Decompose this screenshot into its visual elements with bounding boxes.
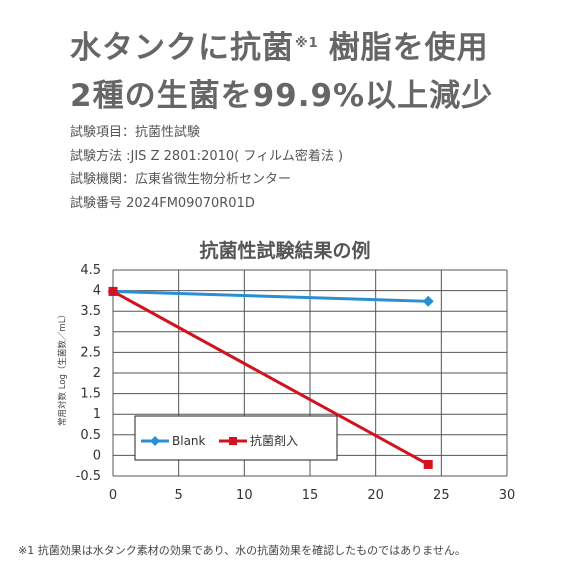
data-point-antibacterial <box>423 459 433 469</box>
series-line-antibacterial <box>112 290 429 466</box>
y-tick-label: 3.5 <box>80 304 101 319</box>
headline-rest: 樹脂を使用 <box>328 30 489 66</box>
y-tick-label: 2.5 <box>80 345 101 360</box>
headline-main: 水タンクに抗菌 <box>70 30 294 66</box>
y-tick-label: -0.5 <box>76 469 101 484</box>
data-point-blank <box>422 295 434 307</box>
y-tick-label: 0.5 <box>80 428 101 443</box>
headline-line-1: 水タンクに抗菌※1 樹脂を使用 <box>70 22 489 67</box>
data-point-antibacterial <box>108 286 118 296</box>
x-tick-label: 15 <box>302 488 319 503</box>
footnote: ※1 抗菌効果は水タンク素材の効果であり、水の抗菌効果を確認したものではありませ… <box>18 544 466 557</box>
y-tick-label: 0 <box>93 448 101 463</box>
headline-line-2: 2種の生菌を99.9%以上減少 <box>70 78 494 114</box>
y-tick-label: 4 <box>93 284 101 299</box>
y-tick-label: 1.5 <box>80 387 101 402</box>
y-tick-label: 3 <box>93 325 101 340</box>
spec-test-institution: 試験機関：広東省微生物分析センター <box>70 172 292 187</box>
y-tick-label: 4.5 <box>80 263 101 278</box>
chart-title: 抗菌性試験結果の例 <box>199 240 371 262</box>
x-tick-label: 30 <box>499 488 516 503</box>
x-tick-label: 25 <box>433 488 450 503</box>
spec-test-method: 試験方法 :JIS Z 2801:2010( フィルム密着法 ) <box>70 148 344 164</box>
x-tick-label: 0 <box>109 488 117 503</box>
x-tick-label: 10 <box>236 488 253 503</box>
y-tick-label: 2 <box>93 366 101 381</box>
legend-label-blank: Blank <box>172 434 206 448</box>
y-tick-label: 1 <box>93 407 101 422</box>
footnote-mark: ※1 <box>295 35 319 51</box>
series-line-blank <box>112 289 429 303</box>
x-tick-label: 5 <box>175 488 183 503</box>
legend-marker-antibacterial <box>229 437 237 445</box>
spec-test-number: 試験番号 2024FM09070R01D <box>70 195 255 211</box>
x-tick-label: 20 <box>367 488 384 503</box>
test-specs: 試験項目：抗菌性試験 試験方法 :JIS Z 2801:2010( フィルム密着… <box>70 121 343 215</box>
legend-marker-blank <box>150 436 160 446</box>
legend-label-antibacterial: 抗菌剤入 <box>250 433 298 448</box>
spec-test-item: 試験項目：抗菌性試験 <box>70 125 201 140</box>
